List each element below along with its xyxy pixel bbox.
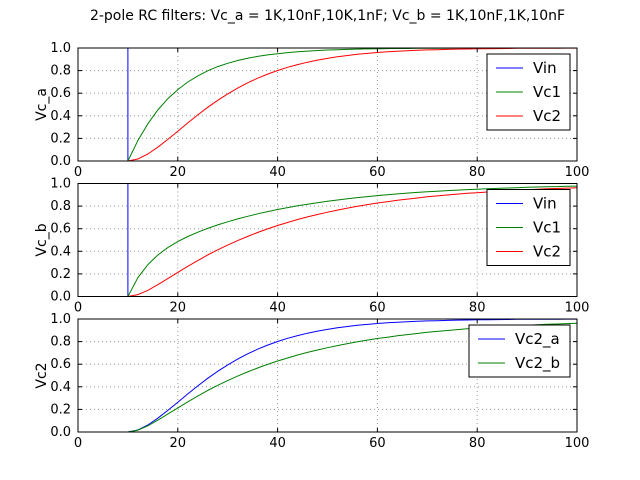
y-tick-label: 1.0 [50, 312, 71, 327]
x-tick-label: 80 [469, 165, 486, 180]
x-tick-label: 100 [565, 436, 590, 451]
y-tick-label: 0.0 [50, 154, 71, 169]
axes-frame [77, 47, 578, 162]
axes-frame [77, 318, 578, 433]
y-tick-label: 0.8 [50, 335, 71, 350]
series-line-Vc2_a [78, 318, 577, 433]
legend: Vin Vc1 Vc2 [486, 53, 571, 131]
y-tick-label: 1.0 [50, 177, 71, 192]
x-tick-label: 100 [565, 301, 590, 316]
legend: Vc2_a Vc2_b [468, 324, 571, 378]
y-axis-label: Vc2 [34, 362, 50, 388]
legend: Vin Vc1 Vc2 [486, 189, 571, 266]
axes-frame [77, 183, 578, 297]
x-tick-label: 60 [369, 436, 386, 451]
y-tick-label: 0.8 [50, 199, 71, 214]
legend-label: Vc1 [533, 219, 561, 237]
figure-title: 2-pole RC filters: Vc_a = 1K,10nF,10K,1n… [89, 8, 566, 24]
y-tick-label: 0.4 [50, 109, 71, 124]
x-tick-label: 20 [170, 165, 187, 180]
x-tick-label: 80 [469, 301, 486, 316]
y-tick-label: 0.2 [50, 402, 71, 417]
subplot-Vc2: 0 20 40 60 80 1000.00.20.40.60.81.0Vc2Vc2_aVc… [34, 312, 589, 451]
legend-label: Vc2 [533, 107, 561, 125]
legend-label: Vc2 [533, 243, 561, 261]
x-tick-label: 40 [269, 301, 286, 316]
x-tick-label: 80 [469, 436, 486, 451]
legend-box [468, 324, 571, 378]
x-tick-label: 60 [369, 301, 386, 316]
y-tick-label: 0.6 [50, 357, 71, 372]
y-tick-label: 0.4 [50, 244, 71, 259]
x-tick-label: 0 [74, 301, 82, 316]
x-tick-label: 0 [74, 165, 82, 180]
y-axis-label: Vc_b [34, 223, 50, 256]
legend-label: Vin [533, 195, 557, 213]
subplot-Vc_a: 0 20 40 60 80 100 0.0 0.2 0.4 0.6 0.8 1.0 Vc_a Vin Vc1… [34, 41, 589, 180]
legend-label: Vc2_b [515, 354, 560, 373]
y-tick-label: 0.2 [50, 131, 71, 146]
series-line-Vc2 [78, 47, 577, 162]
legend-label: Vc2_a [515, 330, 560, 349]
legend-label: Vc1 [533, 83, 561, 101]
y-tick-label: 0.4 [50, 380, 71, 395]
x-tick-label: 100 [565, 165, 590, 180]
y-tick-label: 0.0 [50, 425, 71, 440]
series-line-Vc1 [78, 185, 578, 297]
x-tick-label: 0 [74, 436, 82, 451]
y-tick-label: 0.6 [50, 86, 71, 101]
y-tick-label: 0.8 [50, 64, 71, 79]
x-tick-label: 40 [269, 436, 286, 451]
y-tick-label: 0.2 [50, 267, 71, 282]
x-tick-label: 60 [369, 165, 386, 180]
x-tick-label: 20 [170, 301, 187, 316]
y-tick-label: 0.6 [50, 222, 71, 237]
y-tick-label: 0.0 [50, 290, 71, 305]
x-tick-label: 40 [269, 165, 286, 180]
x-tick-label: 20 [170, 436, 187, 451]
y-tick-label: 1.0 [50, 41, 71, 56]
legend-label: Vin [533, 59, 557, 77]
y-axis-label: Vc_a [34, 88, 50, 121]
subplot-Vc_b: 0 20 40 60 80 100 0.0 0.2 0.4 0.6 0.8 1.0 Vc_b Vin Vc1… [34, 177, 589, 316]
